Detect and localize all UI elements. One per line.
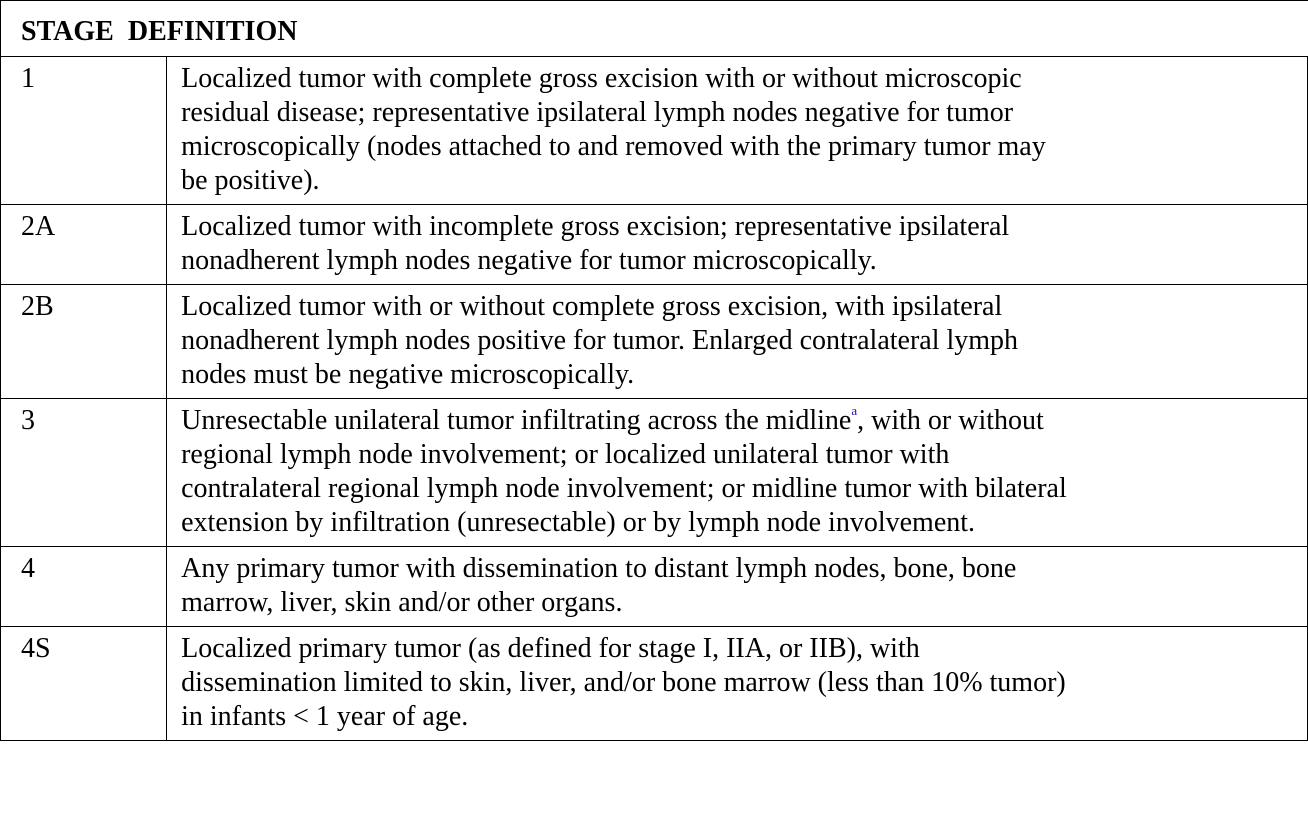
definition-cell: Unresectable unilateral tumor infiltrati…: [166, 398, 1308, 547]
table-row: 2A Localized tumor with incomplete gross…: [0, 204, 1308, 285]
stage-cell: 2B: [0, 284, 168, 399]
stage-cell: 2A: [0, 204, 168, 285]
definition-line: Localized tumor with or without complete…: [181, 291, 1003, 322]
definition-cell: Localized primary tumor (as defined for …: [166, 626, 1308, 741]
staging-table: STAGE DEFINITION 1 Localized tumor with …: [0, 0, 1308, 741]
definition-line: in infants < 1 year of age.: [181, 701, 469, 732]
definition-line: Localized primary tumor (as defined for …: [181, 633, 920, 664]
stage-cell: 1: [0, 56, 168, 205]
definition-cell: Any primary tumor with dissemination to …: [166, 546, 1308, 627]
table-row: 4S Localized primary tumor (as defined f…: [0, 626, 1308, 741]
footnote-link[interactable]: a: [851, 403, 858, 418]
header-cell: STAGE DEFINITION: [0, 0, 1308, 57]
definition-line: residual disease; representative ipsilat…: [181, 97, 1014, 128]
definition-line: Unresectable unilateral tumor infiltrati…: [181, 404, 1303, 438]
definition-line: nonadherent lymph nodes positive for tum…: [181, 325, 1019, 356]
definition-line: marrow, liver, skin and/or other organs.: [181, 587, 623, 618]
definition-cell: Localized tumor with complete gross exci…: [166, 56, 1308, 205]
definition-text: , with or without: [857, 405, 1044, 436]
stage-cell: 3: [0, 398, 168, 547]
definition-line: extension by infiltration (unresectable)…: [181, 507, 976, 538]
table-row: 4 Any primary tumor with dissemination t…: [0, 546, 1308, 627]
stage-column-header: STAGE: [21, 16, 114, 47]
definition-line: contralateral regional lymph node involv…: [181, 473, 1067, 504]
definition-line: nodes must be negative microscopically.: [181, 359, 635, 390]
definition-column-header: DEFINITION: [127, 16, 298, 47]
definition-line: microscopically (nodes attached to and r…: [181, 131, 1046, 162]
definition-cell: Localized tumor with or without complete…: [166, 284, 1308, 399]
table-row: 1 Localized tumor with complete gross ex…: [0, 56, 1308, 205]
definition-line: nonadherent lymph nodes negative for tum…: [181, 245, 877, 276]
definition-line: be positive).: [181, 165, 320, 196]
table-row: 2B Localized tumor with or without compl…: [0, 284, 1308, 399]
definition-text: Unresectable unilateral tumor infiltrati…: [181, 405, 852, 436]
table-header-row: STAGE DEFINITION: [0, 0, 1308, 57]
table-row: 3 Unresectable unilateral tumor infiltra…: [0, 398, 1308, 547]
definition-line: dissemination limited to skin, liver, an…: [181, 667, 1066, 698]
stage-cell: 4: [0, 546, 168, 627]
definition-line: Any primary tumor with dissemination to …: [181, 553, 1017, 584]
definition-line: regional lymph node involvement; or loca…: [181, 439, 950, 470]
stage-cell: 4S: [0, 626, 168, 741]
definition-line: Localized tumor with complete gross exci…: [181, 63, 1022, 94]
definition-line: Localized tumor with incomplete gross ex…: [181, 211, 1010, 242]
definition-cell: Localized tumor with incomplete gross ex…: [166, 204, 1308, 285]
